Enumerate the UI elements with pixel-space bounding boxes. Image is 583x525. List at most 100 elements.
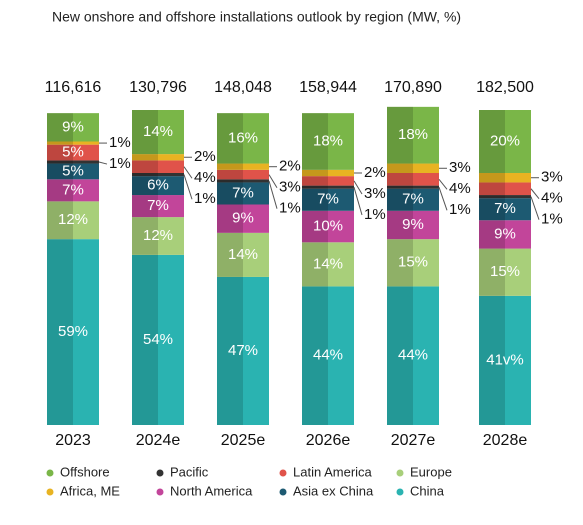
bar-segment (217, 163, 269, 170)
value-label: 1% (449, 201, 471, 218)
bar-shade (302, 210, 328, 243)
bar-shade (217, 232, 243, 277)
bar-segment (387, 239, 439, 287)
total-label: 148,048 (214, 79, 272, 96)
value-label: 18% (313, 132, 343, 149)
bar-segment (132, 176, 184, 196)
bar-shade (47, 113, 73, 142)
bar-segment (479, 198, 531, 221)
bar-segment (387, 163, 439, 173)
bar-shade (132, 176, 158, 196)
legend-swatch (156, 469, 164, 477)
total-label: 158,944 (299, 79, 357, 96)
bar-shade (132, 195, 158, 218)
legend-label: Latin America (293, 464, 373, 479)
x-tick-label: 2027e (391, 432, 436, 449)
bar-shade (479, 220, 505, 249)
bar-segment (217, 182, 269, 205)
bar-shade (47, 144, 73, 161)
value-label: 3% (279, 179, 301, 196)
value-label: 9% (494, 225, 516, 242)
bar-segment (47, 239, 99, 425)
bar-segment (47, 179, 99, 202)
value-label: 14% (313, 255, 343, 272)
leader-line (353, 180, 363, 195)
value-label: 7% (494, 200, 516, 217)
bar-shade (132, 154, 158, 161)
bar-segment (132, 254, 184, 425)
bar-segment (47, 113, 99, 142)
bar-shade (132, 110, 158, 155)
bar-shade (302, 185, 328, 189)
bar-segment (479, 220, 531, 249)
value-label: 15% (490, 263, 520, 280)
legend-label: China (410, 483, 445, 498)
bar-segment (302, 286, 354, 425)
bar-segment (47, 144, 99, 161)
bar-shade (479, 248, 505, 296)
bar-segment (132, 173, 184, 177)
value-label: 9% (62, 118, 84, 135)
bar-shade (387, 286, 413, 425)
bar-shade (47, 201, 73, 240)
x-tick-label: 2023 (55, 432, 91, 449)
value-label: 2% (194, 148, 216, 165)
leader-line (438, 178, 448, 190)
total-label: 170,890 (384, 79, 442, 96)
bar-segment (479, 295, 531, 425)
bar-shade (479, 110, 505, 173)
legend-label: Offshore (60, 464, 110, 479)
legend-label: Pacific (170, 464, 209, 479)
bar-shade (217, 179, 243, 183)
bar-shade (387, 185, 413, 189)
value-label: 14% (228, 246, 258, 263)
bar-shade (387, 106, 413, 164)
x-tick-label: 2024e (136, 432, 181, 449)
value-label: 59% (58, 323, 88, 340)
bar-shade (479, 295, 505, 425)
bar-shade (387, 188, 413, 211)
bar-segment (217, 232, 269, 277)
value-label: 3% (541, 169, 563, 186)
bar-segment (387, 286, 439, 425)
value-label: 44% (398, 347, 428, 364)
value-label: 1% (194, 190, 216, 207)
value-label: 7% (402, 191, 424, 208)
legend-swatch (156, 488, 164, 496)
leader-line (183, 174, 193, 200)
bar-segment (479, 182, 531, 196)
value-label: 47% (228, 342, 258, 359)
value-label: 7% (62, 181, 84, 198)
bar-segment (217, 169, 269, 180)
bar-shade (47, 179, 73, 202)
legend-label: North America (170, 483, 253, 498)
bar-shade (217, 276, 243, 425)
bar-segment (387, 106, 439, 164)
leader-line (98, 161, 108, 165)
bar-shade (302, 188, 328, 211)
total-label: 130,796 (129, 79, 187, 96)
bar-shade (479, 173, 505, 183)
bar-shade (302, 286, 328, 425)
value-label: 1% (364, 206, 386, 223)
legend-swatch (279, 488, 287, 496)
bar-segment (479, 173, 531, 183)
bar-segment (302, 176, 354, 186)
bar-segment (479, 248, 531, 296)
bar-segment (217, 276, 269, 425)
leader-line (268, 174, 278, 188)
bar-shade (217, 163, 243, 170)
bar-segment (302, 210, 354, 243)
value-label: 5% (62, 143, 84, 160)
legend-label: Europe (410, 464, 452, 479)
x-tick-label: 2025e (221, 432, 266, 449)
value-label: 12% (143, 227, 173, 244)
value-label: 7% (147, 197, 169, 214)
legend-label: Africa, ME (60, 483, 120, 498)
bar-segment (132, 195, 184, 218)
value-label: 1% (109, 134, 131, 151)
value-label: 5% (62, 162, 84, 179)
bar-segment (47, 163, 99, 180)
chart-title: New onshore and offshore installations o… (52, 9, 461, 25)
